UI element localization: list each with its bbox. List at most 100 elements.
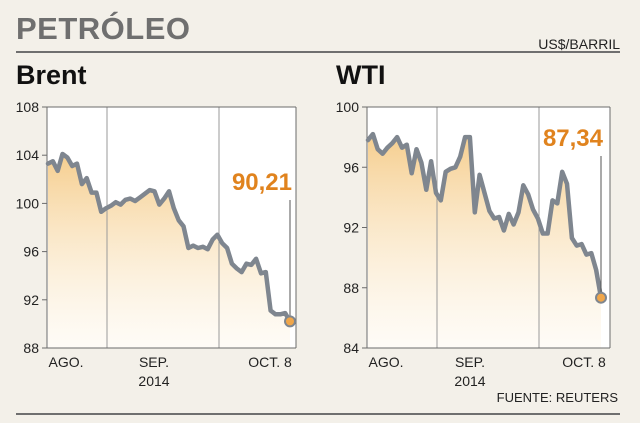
wti-data-point <box>444 171 447 173</box>
wti-data-point <box>420 161 423 164</box>
wti-data-point <box>464 136 466 138</box>
brent-data-point <box>115 201 117 203</box>
wti-data-point <box>478 174 481 176</box>
wti-last-point-marker <box>595 291 607 304</box>
wti-data-point <box>406 143 408 146</box>
brent-data-point <box>105 207 107 209</box>
wti-data-point <box>537 217 539 220</box>
brent-data-point <box>269 309 272 312</box>
wti-data-point <box>551 199 554 202</box>
wti-data-point <box>532 208 534 211</box>
brent-data-point <box>148 189 151 191</box>
wti-data-point <box>430 160 432 162</box>
wti-area <box>368 134 601 348</box>
wti-data-point <box>454 166 457 169</box>
wti-data-point <box>595 268 597 271</box>
wti-data-point <box>367 139 369 141</box>
brent-data-point <box>226 247 228 249</box>
brent-data-point <box>85 177 88 179</box>
wti-data-point <box>575 244 578 247</box>
brent-data-point <box>47 162 49 165</box>
brent-data-point <box>250 264 253 266</box>
wti-data-point <box>435 192 437 194</box>
brent-data-point <box>61 153 64 155</box>
wti-x-year-label: 2014 <box>454 373 485 389</box>
source-note: FUENTE: REUTERS <box>496 390 618 405</box>
brent-area <box>48 154 290 348</box>
wti-data-point <box>493 217 495 220</box>
brent-data-point <box>139 196 141 199</box>
brent-data-point <box>144 193 146 195</box>
wti-data-point <box>449 168 452 170</box>
brent-data-point <box>231 262 233 265</box>
brent-data-point <box>187 247 190 249</box>
wti-data-point <box>410 172 413 175</box>
brent-y-tick-label: 104 <box>16 147 40 163</box>
brent-data-point <box>202 246 204 248</box>
page-title: PETRÓLEO <box>16 11 191 46</box>
brent-data-point <box>81 183 83 185</box>
brent-data-point <box>197 247 199 249</box>
brent-data-point <box>221 242 223 244</box>
brent-y-tick-label: 108 <box>16 99 40 115</box>
brent-data-point <box>52 160 54 162</box>
brent-x-year-label: 2014 <box>138 373 169 389</box>
wti-y-tick-label: 92 <box>343 220 359 236</box>
wti-data-point <box>580 243 583 245</box>
wti-data-point <box>517 211 520 214</box>
wti-data-point <box>474 211 476 214</box>
wti-data-point <box>571 237 573 239</box>
wti-y-tick-label: 88 <box>343 280 359 296</box>
brent-y-tick-label: 96 <box>23 244 39 260</box>
brent-data-point <box>236 267 238 270</box>
brent-data-point <box>173 207 175 209</box>
brent-data-point <box>284 312 287 314</box>
brent-chart-title: Brent <box>16 60 87 90</box>
brent-data-point <box>216 233 219 236</box>
wti-data-point <box>556 202 559 205</box>
brent-data-point <box>211 238 214 241</box>
brent-data-point <box>76 162 78 165</box>
brent-data-point <box>110 205 112 207</box>
brent-data-point <box>192 244 194 247</box>
brent-last-point-marker <box>284 315 296 328</box>
wti-y-tick-label: 84 <box>343 340 359 356</box>
wti-y-tick-label: 100 <box>336 99 360 115</box>
header-rule <box>16 51 620 53</box>
brent-data-point <box>158 203 161 206</box>
unit-label: US$/BARRIL <box>538 36 620 52</box>
wti-data-point <box>469 136 471 138</box>
brent-x-month-label: OCT. 8 <box>248 354 292 370</box>
brent-data-point <box>56 170 59 172</box>
wti-data-point <box>386 146 389 149</box>
wti-x-month-label: OCT. 8 <box>562 354 606 370</box>
wti-data-point <box>440 199 442 202</box>
wti-data-point <box>401 146 403 149</box>
wti-data-point <box>376 148 379 150</box>
wti-data-point <box>396 136 398 138</box>
wti-data-point <box>415 148 418 150</box>
brent-data-point <box>100 211 102 213</box>
brent-x-month-label: SEP. <box>139 354 169 370</box>
brent-data-point <box>124 199 127 201</box>
brent-data-point <box>260 272 262 275</box>
wti-x-month-label: AGO. <box>368 354 403 370</box>
wti-data-point <box>546 232 549 235</box>
wti-data-point <box>503 229 505 232</box>
brent-data-point <box>168 190 170 193</box>
wti-data-point <box>381 152 384 155</box>
brent-y-tick-label: 92 <box>23 292 39 308</box>
brent-data-point <box>240 271 243 273</box>
brent-data-point <box>206 248 209 250</box>
wti-data-point <box>512 223 515 226</box>
wti-data-point <box>372 133 374 135</box>
brent-y-tick-label: 100 <box>16 195 40 211</box>
brent-data-point <box>177 219 180 222</box>
wti-data-point <box>483 192 486 194</box>
brent-data-point <box>255 258 257 260</box>
brent-data-point <box>245 262 248 265</box>
wti-data-point <box>459 155 461 158</box>
wti-data-point <box>488 210 491 212</box>
wti-data-point <box>590 252 593 254</box>
brent-x-month-label: AGO. <box>48 354 83 370</box>
